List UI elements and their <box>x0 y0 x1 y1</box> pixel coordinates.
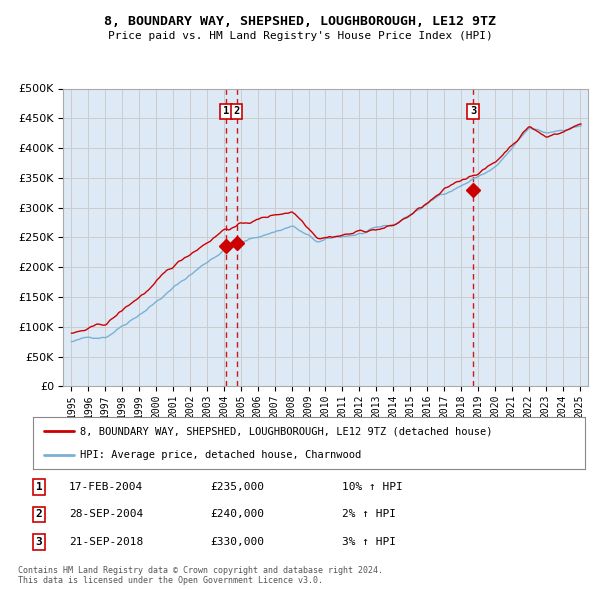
Text: £330,000: £330,000 <box>210 537 264 547</box>
Text: 28-SEP-2004: 28-SEP-2004 <box>69 510 143 519</box>
Text: 2: 2 <box>233 106 240 116</box>
Text: 2% ↑ HPI: 2% ↑ HPI <box>342 510 396 519</box>
Text: 17-FEB-2004: 17-FEB-2004 <box>69 482 143 491</box>
Text: Price paid vs. HM Land Registry's House Price Index (HPI): Price paid vs. HM Land Registry's House … <box>107 31 493 41</box>
Text: £240,000: £240,000 <box>210 510 264 519</box>
Text: 3: 3 <box>470 106 476 116</box>
Text: 8, BOUNDARY WAY, SHEPSHED, LOUGHBOROUGH, LE12 9TZ (detached house): 8, BOUNDARY WAY, SHEPSHED, LOUGHBOROUGH,… <box>80 426 493 436</box>
Text: 21-SEP-2018: 21-SEP-2018 <box>69 537 143 547</box>
Text: 8, BOUNDARY WAY, SHEPSHED, LOUGHBOROUGH, LE12 9TZ: 8, BOUNDARY WAY, SHEPSHED, LOUGHBOROUGH,… <box>104 15 496 28</box>
Text: 2: 2 <box>35 510 43 519</box>
Text: Contains HM Land Registry data © Crown copyright and database right 2024.
This d: Contains HM Land Registry data © Crown c… <box>18 566 383 585</box>
Text: 3: 3 <box>35 537 43 547</box>
Text: 3% ↑ HPI: 3% ↑ HPI <box>342 537 396 547</box>
Text: 1: 1 <box>35 482 43 491</box>
Text: 10% ↑ HPI: 10% ↑ HPI <box>342 482 403 491</box>
Text: £235,000: £235,000 <box>210 482 264 491</box>
Text: HPI: Average price, detached house, Charnwood: HPI: Average price, detached house, Char… <box>80 450 361 460</box>
Text: 1: 1 <box>223 106 229 116</box>
